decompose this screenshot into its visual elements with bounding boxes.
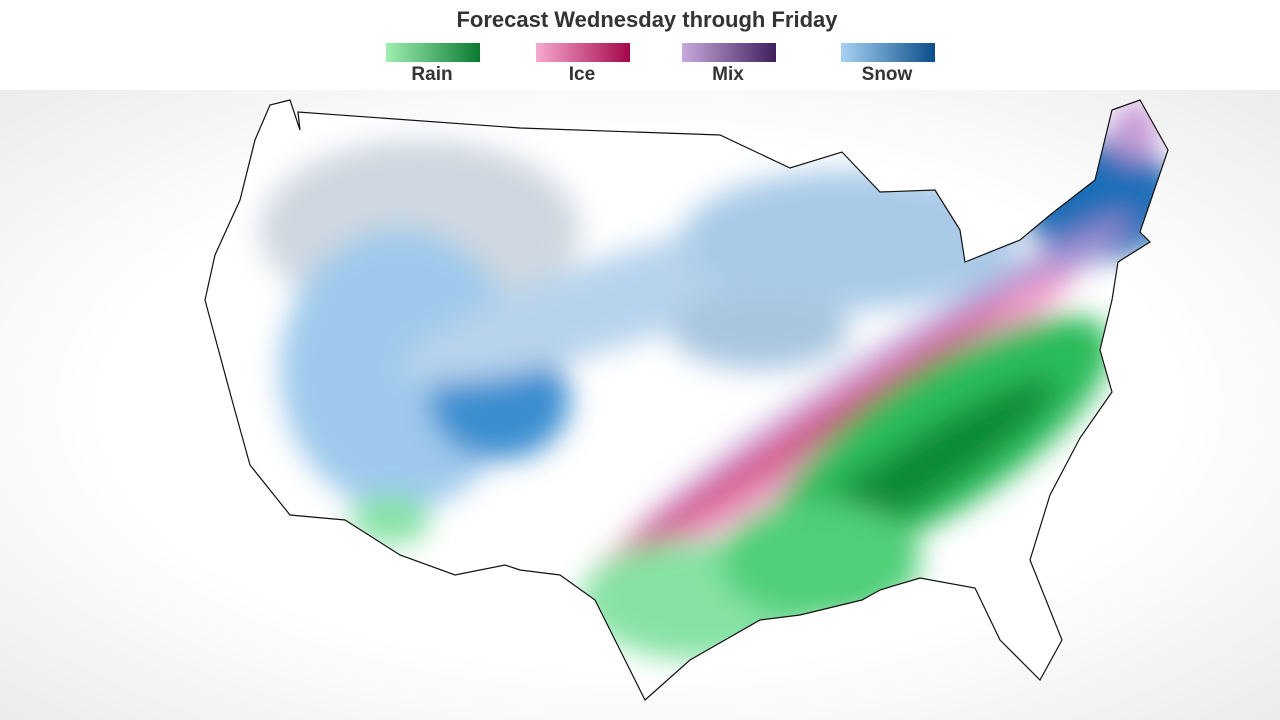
legend-label: Mix bbox=[712, 64, 744, 85]
legend-label: Snow bbox=[862, 64, 913, 85]
legend-label: Rain bbox=[411, 64, 452, 85]
legend-swatch bbox=[841, 43, 935, 62]
legend-swatch bbox=[386, 43, 480, 62]
us-map bbox=[204, 99, 1169, 701]
legend-label: Ice bbox=[569, 64, 595, 85]
header-band bbox=[0, 0, 1280, 90]
title: Forecast Wednesday through Friday bbox=[456, 7, 838, 32]
legend: Rain Ice Mix Snow bbox=[386, 43, 935, 85]
legend-swatch bbox=[682, 43, 776, 62]
precip-overlay bbox=[260, 100, 1168, 660]
legend-swatch bbox=[536, 43, 630, 62]
